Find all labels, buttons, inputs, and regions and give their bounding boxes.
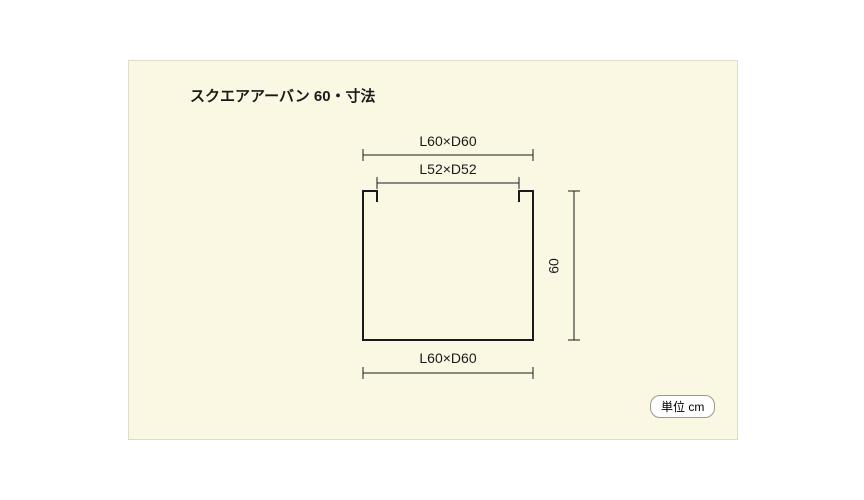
dimension-label-height: 60: [546, 258, 562, 274]
technical-drawing: 60: [0, 0, 864, 500]
profile-outline: [363, 191, 533, 340]
